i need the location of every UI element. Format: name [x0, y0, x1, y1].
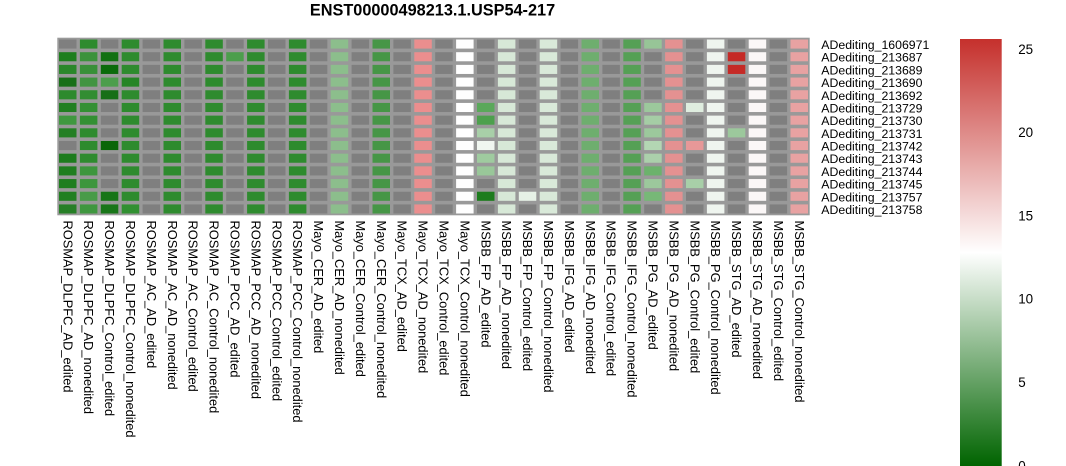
svg-text:ROSMAP_PCC_AD_edited: ROSMAP_PCC_AD_edited — [227, 221, 242, 378]
svg-text:ADediting_213745: ADediting_213745 — [821, 178, 922, 192]
svg-text:MSBB_STG_Control_nonedited: MSBB_STG_Control_nonedited — [792, 221, 807, 403]
svg-text:ADediting_213690: ADediting_213690 — [821, 76, 922, 90]
svg-text:ADediting_213730: ADediting_213730 — [821, 114, 922, 128]
svg-text:ADediting_213743: ADediting_213743 — [821, 152, 922, 166]
svg-text:ADediting_213731: ADediting_213731 — [821, 127, 922, 141]
svg-text:MSBB_IFG_AD_nonedited: MSBB_IFG_AD_nonedited — [583, 221, 598, 375]
svg-text:ROSMAP_DLPFC_Control_edited: ROSMAP_DLPFC_Control_edited — [102, 221, 117, 417]
svg-text:ROSMAP_DLPFC_Control_nonedited: ROSMAP_DLPFC_Control_nonedited — [123, 221, 138, 438]
svg-text:Mayo_TCX_Control_edited: Mayo_TCX_Control_edited — [436, 221, 451, 376]
svg-text:ADediting_213687: ADediting_213687 — [821, 51, 922, 65]
svg-text:MSBB_PG_AD_nonedited: MSBB_PG_AD_nonedited — [666, 221, 681, 372]
svg-text:25: 25 — [1018, 42, 1033, 57]
svg-text:Mayo_CER_Control_nonedited: Mayo_CER_Control_nonedited — [374, 221, 389, 399]
svg-text:Mayo_TCX_Control_nonedited: Mayo_TCX_Control_nonedited — [457, 221, 472, 397]
svg-text:ADediting_1606971: ADediting_1606971 — [821, 38, 929, 52]
svg-text:Mayo_TCX_AD_edited: Mayo_TCX_AD_edited — [395, 221, 410, 352]
svg-text:ADediting_213729: ADediting_213729 — [821, 101, 922, 115]
svg-text:ENST00000498213.1.USP54-217: ENST00000498213.1.USP54-217 — [310, 2, 555, 20]
svg-text:Mayo_CER_Control_edited: Mayo_CER_Control_edited — [353, 221, 368, 377]
svg-text:20: 20 — [1018, 125, 1033, 140]
svg-text:MSBB_PG_Control_edited: MSBB_PG_Control_edited — [687, 221, 702, 374]
svg-text:Mayo_CER_AD_edited: Mayo_CER_AD_edited — [311, 221, 326, 354]
svg-text:ROSMAP_AC_Control_edited: ROSMAP_AC_Control_edited — [186, 221, 201, 392]
svg-text:ADediting_213758: ADediting_213758 — [821, 203, 922, 217]
svg-text:MSBB_FP_AD_nonedited: MSBB_FP_AD_nonedited — [499, 221, 514, 370]
svg-text:MSBB_PG_AD_edited: MSBB_PG_AD_edited — [645, 221, 660, 350]
svg-text:MSBB_STG_AD_edited: MSBB_STG_AD_edited — [729, 221, 744, 358]
svg-text:Mayo_TCX_AD_nonedited: Mayo_TCX_AD_nonedited — [416, 221, 431, 374]
svg-text:ADediting_213757: ADediting_213757 — [821, 190, 922, 204]
svg-text:ADediting_213744: ADediting_213744 — [821, 165, 922, 179]
svg-text:MSBB_IFG_Control_nonedited: MSBB_IFG_Control_nonedited — [625, 221, 640, 398]
svg-text:MSBB_PG_Control_nonedited: MSBB_PG_Control_nonedited — [708, 221, 723, 395]
svg-text:ROSMAP_AC_Control_nonedited: ROSMAP_AC_Control_nonedited — [207, 221, 222, 414]
svg-text:ROSMAP_PCC_AD_nonedited: ROSMAP_PCC_AD_nonedited — [248, 221, 263, 399]
svg-text:MSBB_FP_Control_nonedited: MSBB_FP_Control_nonedited — [541, 221, 556, 393]
svg-text:Mayo_CER_AD_nonedited: Mayo_CER_AD_nonedited — [332, 221, 347, 375]
svg-text:ROSMAP_DLPFC_AD_nonedited: ROSMAP_DLPFC_AD_nonedited — [81, 221, 96, 414]
svg-text:15: 15 — [1018, 208, 1033, 223]
svg-text:ROSMAP_DLPFC_AD_edited: ROSMAP_DLPFC_AD_edited — [60, 221, 75, 393]
svg-text:MSBB_IFG_Control_edited: MSBB_IFG_Control_edited — [604, 221, 619, 377]
svg-text:MSBB_STG_AD_nonedited: MSBB_STG_AD_nonedited — [750, 221, 765, 380]
svg-text:ROSMAP_PCC_Control_edited: ROSMAP_PCC_Control_edited — [269, 221, 284, 402]
svg-text:MSBB_IFG_AD_edited: MSBB_IFG_AD_edited — [562, 221, 577, 353]
svg-text:10: 10 — [1018, 292, 1033, 307]
svg-text:ROSMAP_PCC_Control_nonedited: ROSMAP_PCC_Control_nonedited — [290, 221, 305, 423]
svg-text:MSBB_STG_Control_edited: MSBB_STG_Control_edited — [771, 221, 786, 382]
svg-text:ADediting_213742: ADediting_213742 — [821, 140, 922, 154]
svg-text:ADediting_213692: ADediting_213692 — [821, 89, 922, 103]
svg-text:MSBB_FP_Control_edited: MSBB_FP_Control_edited — [520, 221, 535, 372]
svg-text:MSBB_FP_AD_edited: MSBB_FP_AD_edited — [478, 221, 493, 348]
svg-text:5: 5 — [1018, 375, 1025, 390]
svg-text:0: 0 — [1018, 458, 1025, 466]
svg-text:ADediting_213689: ADediting_213689 — [821, 63, 922, 77]
svg-text:ROSMAP_AC_AD_edited: ROSMAP_AC_AD_edited — [144, 221, 159, 369]
svg-text:ROSMAP_AC_AD_nonedited: ROSMAP_AC_AD_nonedited — [165, 221, 180, 390]
